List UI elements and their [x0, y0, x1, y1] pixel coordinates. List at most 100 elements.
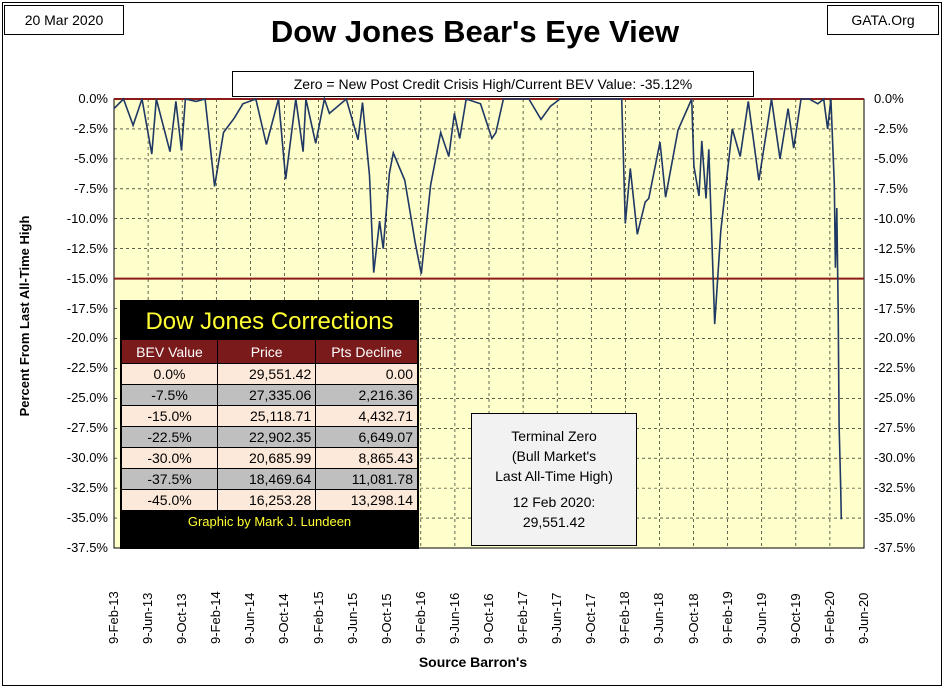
y-tick-label-left: -37.5% [66, 540, 108, 555]
terminal-line-2: (Bull Market's [511, 448, 597, 464]
y-tick-label-right: -30.0% [874, 450, 916, 466]
y-tick-label-left: 0.0% [78, 91, 108, 106]
y-tick-label-right: -5.0% [874, 150, 908, 166]
terminal-line-5: 29,551.42 [522, 514, 586, 530]
corrections-table: Dow Jones Corrections BEV Value Price Pt… [120, 300, 419, 549]
terminal-zero-box: Terminal Zero (Bull Market's Last All-Ti… [471, 413, 637, 546]
y-tick-label-left: -7.5% [74, 180, 108, 196]
terminal-line-1: Terminal Zero [511, 428, 597, 444]
x-tick-label: 9-Jun-17 [549, 592, 565, 644]
y-tick-label-right: -7.5% [874, 180, 908, 196]
y-tick-label-right: -27.5% [874, 420, 916, 436]
bev-cell: -30.0% [120, 447, 219, 469]
date-badge: 20 Mar 2020 [4, 5, 124, 35]
col-header-price: Price [217, 339, 317, 364]
y-tick-label-left: -10.0% [66, 210, 108, 226]
y-tick-label-right: -22.5% [874, 360, 916, 376]
x-tick-label: 9-Oct-15 [378, 593, 394, 644]
price-cell: 18,469.64 [217, 468, 317, 490]
table-row: -7.5% 27,335.06 2,216.36 [120, 384, 418, 406]
dow-bev-line [113, 95, 843, 520]
y-tick-label-left: -27.5% [66, 420, 108, 436]
y-tick-label-left: -25.0% [66, 390, 108, 406]
x-tick-label: 9-Oct-17 [583, 593, 599, 644]
pts-cell: 2,216.36 [315, 384, 418, 406]
corrections-table-title: Dow Jones Corrections [145, 308, 394, 335]
y-tick-label-right: -2.5% [874, 120, 908, 136]
x-tick-label: 9-Oct-16 [481, 593, 496, 644]
y-tick-label-right: -37.5% [874, 540, 916, 555]
pts-cell: 8,865.43 [315, 447, 418, 469]
y-tick-label-right: -12.5% [874, 240, 916, 256]
y-tick-label-left: -22.5% [66, 360, 108, 376]
source-site-badge: GATA.Org [827, 5, 939, 35]
y-tick-label-right: -32.5% [874, 480, 916, 496]
table-row: -15.0% 25,118.71 4,432.71 [120, 405, 418, 427]
x-tick-label: 9-Jun-18 [651, 592, 667, 644]
pts-cell: 6,649.07 [315, 426, 418, 448]
price-cell: 16,253.28 [217, 489, 317, 511]
pts-cell: 4,432.71 [315, 405, 418, 427]
y-tick-label-left: -17.5% [66, 300, 108, 316]
x-tick-label: 9-Jun-16 [446, 592, 462, 644]
y-tick-label-left: -12.5% [66, 240, 108, 256]
x-tick-label: 9-Feb-19 [719, 591, 735, 644]
x-tick-label: 9-Oct-13 [174, 593, 190, 644]
bev-cell: 0.0% [120, 363, 219, 385]
price-cell: 25,118.71 [217, 405, 317, 427]
y-tick-label-left: -32.5% [66, 480, 108, 496]
table-row: -45.0% 16,253.28 13,298.14 [120, 489, 418, 511]
y-tick-label-left: -30.0% [66, 450, 108, 466]
x-tick-label: 9-Feb-20 [821, 591, 837, 644]
chart-title: Dow Jones Bear's Eye View [270, 14, 680, 49]
price-cell: 29,551.42 [217, 363, 317, 385]
bev-cell: -7.5% [120, 384, 219, 406]
table-row: 0.0% 29,551.42 0.00 [120, 363, 418, 385]
pts-cell: 11,081.78 [315, 468, 418, 490]
y-tick-label-right: -35.0% [874, 510, 916, 526]
y-tick-label-left: -20.0% [66, 330, 108, 346]
pts-cell: 0.00 [315, 363, 418, 385]
y-tick-label-left: -15.0% [66, 270, 108, 286]
x-tick-label: 9-Feb-15 [310, 591, 326, 644]
table-row: -37.5% 18,469.64 11,081.78 [120, 468, 418, 490]
y-tick-label-right: -25.0% [874, 390, 916, 406]
x-tick-label: 9-Feb-16 [412, 591, 428, 644]
x-tick-label: 9-Oct-19 [787, 593, 803, 644]
y-tick-label-right: -20.0% [874, 330, 916, 346]
x-tick-label: 9-Feb-18 [617, 591, 633, 644]
y-tick-label-left: -2.5% [74, 120, 108, 136]
bev-cell: -45.0% [120, 489, 219, 511]
y-tick-label-right: -17.5% [874, 300, 916, 316]
bev-cell: -37.5% [120, 468, 219, 490]
x-tick-label: 9-Jun-20 [856, 592, 871, 644]
x-axis-label: Source Barron's [418, 654, 528, 670]
y-tick-label-right: 0.0% [874, 91, 904, 106]
x-tick-label: 9-Oct-18 [685, 593, 701, 644]
zero-annotation: Zero = New Post Credit Crisis High/Curre… [232, 71, 754, 97]
x-tick-label: 9-Oct-14 [276, 593, 292, 644]
col-header-pts: Pts Decline [315, 339, 418, 364]
x-tick-label: 9-Jun-14 [242, 592, 258, 644]
price-cell: 27,335.06 [217, 384, 317, 406]
y-tick-label-right: -15.0% [874, 270, 916, 286]
bev-cell: -22.5% [120, 426, 219, 448]
x-tick-label: 9-Feb-13 [106, 591, 121, 644]
x-tick-label: 9-Feb-14 [208, 591, 224, 644]
terminal-line-4: 12 Feb 2020: [512, 494, 596, 510]
table-row: -22.5% 22,902.35 6,649.07 [120, 426, 418, 448]
graphic-credit: Graphic by Mark J. Lundeen [187, 514, 352, 529]
y-tick-label-right: -10.0% [874, 210, 916, 226]
price-cell: 22,902.35 [217, 426, 317, 448]
pts-cell: 13,298.14 [315, 489, 418, 511]
terminal-line-3: Last All-Time High) [495, 468, 613, 484]
bev-cell: -15.0% [120, 405, 219, 427]
x-tick-label: 9-Jun-19 [753, 592, 769, 644]
table-row: -30.0% 20,685.99 8,865.43 [120, 447, 418, 469]
x-tick-label: 9-Feb-17 [515, 591, 531, 644]
price-cell: 20,685.99 [217, 447, 317, 469]
y-tick-label-left: -5.0% [74, 150, 108, 166]
y-tick-label-left: -35.0% [66, 510, 108, 526]
col-header-bev: BEV Value [120, 339, 219, 364]
x-tick-label: 9-Jun-15 [344, 592, 360, 644]
